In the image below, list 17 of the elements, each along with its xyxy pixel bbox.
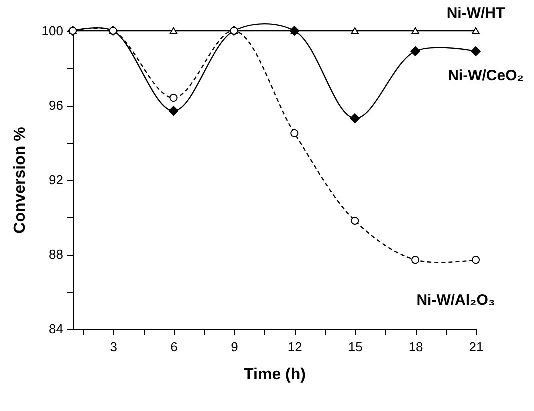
x-axis-title: Time (h) <box>244 366 306 384</box>
y-axis-title: Conversion % <box>12 127 29 234</box>
x-tick-label: 21 <box>469 340 484 354</box>
y-tick-label: 84 <box>49 322 64 336</box>
y-tick-label: 88 <box>49 247 64 262</box>
y-tick-label: 100 <box>42 24 64 38</box>
x-tick-label: 9 <box>231 340 238 354</box>
x-tick-label: 12 <box>288 340 302 354</box>
series-label: Ni-W/CeO₂ <box>448 67 524 84</box>
x-tick-label: 3 <box>110 340 118 354</box>
x-tick-label: 18 <box>408 340 424 354</box>
x-tick-label: 15 <box>348 340 363 354</box>
y-tick-label: 92 <box>49 172 64 188</box>
series-label: Ni-W/HT <box>446 5 506 22</box>
y-tick-label: 96 <box>49 98 64 113</box>
x-tick-label: 6 <box>170 340 178 354</box>
series-label: Ni-W/Al₂O₃ <box>416 292 496 310</box>
